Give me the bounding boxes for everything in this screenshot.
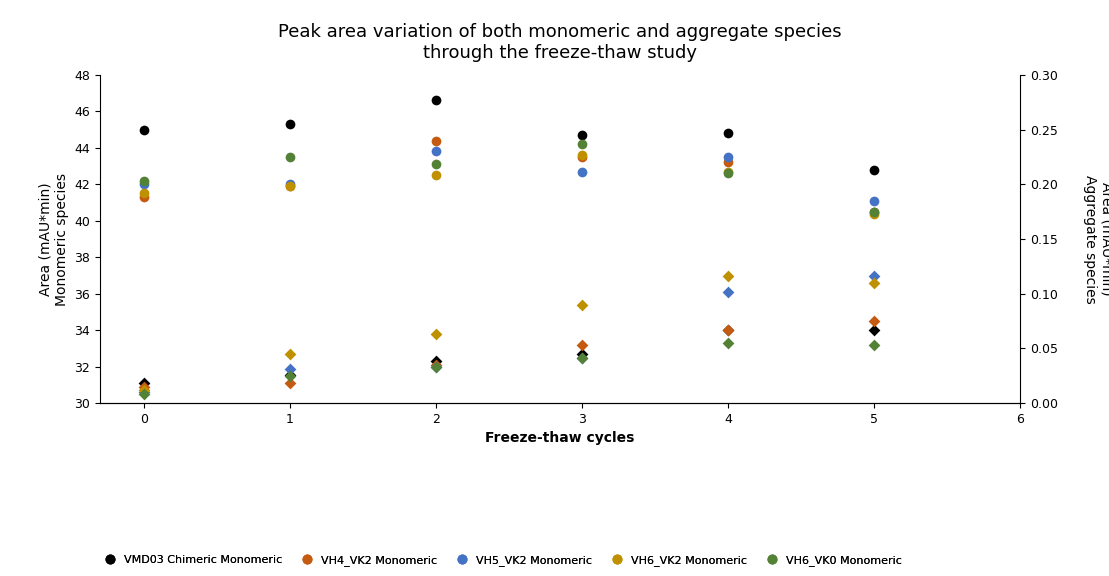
Point xyxy=(720,287,737,297)
Point xyxy=(573,340,591,350)
Point xyxy=(865,207,883,217)
Point xyxy=(135,189,153,198)
Point xyxy=(720,325,737,335)
Point xyxy=(427,170,445,180)
Point xyxy=(720,339,737,348)
Point xyxy=(720,271,737,280)
Point xyxy=(865,165,883,175)
Point xyxy=(865,209,883,218)
Point xyxy=(720,153,737,162)
Point xyxy=(573,131,591,140)
Point xyxy=(281,364,298,373)
Point xyxy=(427,160,445,169)
Point xyxy=(573,349,591,358)
Point xyxy=(427,361,445,370)
Point xyxy=(865,207,883,217)
Point xyxy=(281,180,298,189)
Point xyxy=(427,357,445,366)
Point xyxy=(865,317,883,326)
Point xyxy=(281,372,298,381)
Point xyxy=(281,120,298,129)
Point xyxy=(427,96,445,105)
Point xyxy=(135,176,153,185)
Point xyxy=(281,181,298,191)
Point xyxy=(135,378,153,388)
Point xyxy=(281,181,298,191)
Point xyxy=(720,325,737,335)
Point xyxy=(281,370,298,380)
Point xyxy=(135,386,153,395)
Point xyxy=(281,153,298,162)
Point xyxy=(281,378,298,388)
Point xyxy=(573,167,591,176)
Point xyxy=(135,388,153,397)
Legend: VMD03 Chimeric Monomeric, VH4_VK2 Monomeric, VH5_VK2 Monomeric, VH6_VK2 Monomeri: VMD03 Chimeric Monomeric, VH4_VK2 Monome… xyxy=(94,551,906,570)
Point xyxy=(720,158,737,167)
Point xyxy=(135,125,153,134)
Point xyxy=(135,382,153,392)
Y-axis label: Area (mAU*min)
Aggregate species: Area (mAU*min) Aggregate species xyxy=(1083,175,1109,304)
Point xyxy=(720,167,737,176)
Point xyxy=(281,349,298,358)
Point xyxy=(573,300,591,309)
Point xyxy=(865,196,883,206)
Point xyxy=(573,353,591,362)
Point xyxy=(427,147,445,156)
Point xyxy=(135,389,153,399)
Point xyxy=(427,362,445,372)
Point xyxy=(427,136,445,145)
Point xyxy=(573,139,591,149)
Point xyxy=(135,180,153,189)
Point xyxy=(427,329,445,339)
Point xyxy=(427,362,445,372)
Y-axis label: Area (mAU*min)
Monomeric species: Area (mAU*min) Monomeric species xyxy=(39,173,69,305)
Point xyxy=(720,128,737,138)
Point xyxy=(573,353,591,362)
Point xyxy=(865,340,883,350)
Point xyxy=(135,192,153,202)
Point xyxy=(865,271,883,280)
Title: Peak area variation of both monomeric and aggregate species
through the freeze-t: Peak area variation of both monomeric an… xyxy=(278,24,842,62)
Point xyxy=(573,153,591,162)
Point xyxy=(865,325,883,335)
Point xyxy=(573,150,591,160)
X-axis label: Freeze-thaw cycles: Freeze-thaw cycles xyxy=(486,431,634,445)
Point xyxy=(865,278,883,287)
Point xyxy=(720,169,737,178)
